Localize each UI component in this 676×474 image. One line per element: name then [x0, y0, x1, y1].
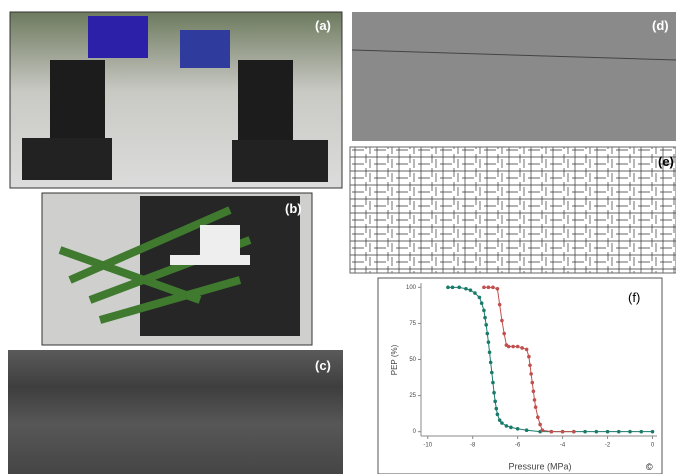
- data-point: [525, 348, 529, 352]
- data-point: [457, 286, 461, 290]
- data-point: [530, 381, 534, 385]
- data-point: [529, 372, 533, 376]
- data-point: [496, 287, 500, 291]
- data-point: [491, 286, 495, 290]
- data-point: [446, 286, 450, 290]
- x-tick-label: -2: [605, 443, 611, 449]
- data-point: [487, 286, 491, 290]
- data-point: [538, 423, 542, 427]
- data-point: [516, 427, 520, 431]
- data-point: [464, 287, 468, 291]
- data-point: [561, 430, 565, 434]
- panel-label: (b): [285, 201, 302, 216]
- data-point: [541, 428, 545, 432]
- data-point: [498, 418, 502, 422]
- data-point: [480, 301, 484, 305]
- y-axis-label: PEP (%): [390, 344, 399, 375]
- data-point: [482, 286, 486, 290]
- panel-label: (e): [658, 154, 674, 169]
- data-point: [516, 345, 520, 349]
- data-point: [572, 430, 576, 434]
- data-point: [451, 286, 455, 290]
- data-point: [486, 332, 490, 336]
- data-point: [489, 361, 493, 365]
- data-point: [583, 430, 587, 434]
- x-tick-label: -8: [470, 443, 476, 449]
- data-point: [491, 381, 495, 385]
- photo-d: [352, 12, 676, 141]
- data-point: [473, 291, 477, 295]
- data-point: [498, 303, 502, 307]
- data-point: [595, 430, 599, 434]
- data-point: [536, 415, 540, 419]
- panel-label: (a): [315, 18, 331, 33]
- data-point: [532, 389, 536, 393]
- data-point: [502, 332, 506, 336]
- data-point: [478, 296, 482, 300]
- x-tick-label: -6: [515, 443, 521, 449]
- data-point: [639, 430, 643, 434]
- data-point: [500, 319, 504, 323]
- data-point: [527, 355, 531, 359]
- data-point: [606, 430, 610, 434]
- data-point: [494, 407, 498, 411]
- data-point: [507, 345, 511, 349]
- photo-e: [350, 147, 676, 273]
- x-axis-label: Pressure (MPa): [508, 461, 571, 471]
- photo-c: [8, 350, 343, 474]
- data-point: [534, 405, 538, 409]
- data-point: [490, 371, 494, 375]
- x-tick-label: -10: [423, 443, 432, 449]
- x-tick-label: -4: [560, 443, 566, 449]
- data-point: [469, 288, 473, 292]
- data-point: [488, 350, 492, 354]
- data-point: [651, 430, 655, 434]
- data-point: [509, 426, 513, 430]
- data-point: [487, 340, 491, 344]
- data-point: [483, 316, 487, 320]
- data-point: [617, 430, 621, 434]
- data-point: [528, 363, 532, 367]
- data-point: [496, 413, 500, 417]
- panel-label: (d): [652, 18, 669, 33]
- y-tick-label: 25: [409, 393, 416, 399]
- data-point: [525, 428, 529, 432]
- figure: (a) (b) (c) (d) (e) (f) © Pressure (MPa)…: [0, 0, 676, 474]
- data-point: [511, 345, 515, 349]
- y-tick-label: 100: [406, 285, 417, 291]
- data-point: [505, 424, 509, 428]
- panel-label: (c): [315, 358, 331, 373]
- data-point: [550, 430, 554, 434]
- data-point: [628, 430, 632, 434]
- corner-mark: ©: [646, 462, 653, 472]
- data-point: [482, 309, 486, 313]
- data-point: [493, 400, 497, 404]
- y-tick-label: 75: [409, 321, 416, 327]
- data-point: [492, 391, 496, 395]
- data-point: [500, 421, 504, 425]
- y-tick-label: 50: [409, 357, 416, 363]
- photo-a: [10, 12, 342, 188]
- data-point: [484, 323, 488, 327]
- photo-b: [42, 193, 312, 345]
- data-point: [520, 346, 524, 350]
- chart-title: (f): [628, 290, 640, 305]
- data-point: [533, 398, 537, 402]
